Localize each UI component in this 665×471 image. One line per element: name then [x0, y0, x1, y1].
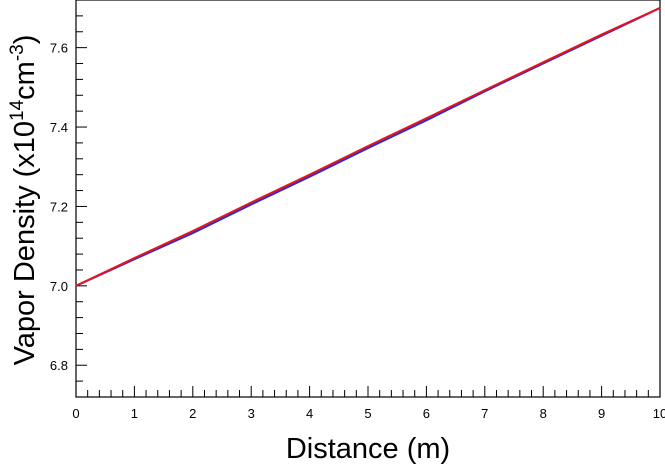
series-line-red [75, 7, 661, 287]
y-axis-title-exponent-1: 14 [7, 99, 28, 121]
x-tick-label: 9 [598, 406, 605, 421]
x-tick-label: 8 [540, 406, 547, 421]
x-tick-labels: 0 1 2 3 4 5 6 7 8 9 10 [72, 406, 665, 421]
x-tick-label: 10 [653, 406, 665, 421]
x-tick-label: 6 [423, 406, 430, 421]
series-layer [75, 7, 661, 287]
x-tick-label: 3 [248, 406, 255, 421]
y-axis-title-unit: cm [9, 61, 41, 100]
y-tick-label: 7.2 [50, 199, 68, 214]
x-tick-label: 5 [364, 406, 371, 421]
y-axis-title-prefix: Vapor Density (x10 [9, 121, 41, 365]
minor-ticks [75, 0, 661, 398]
x-tick-label: 4 [306, 406, 313, 421]
x-tick-label: 2 [189, 406, 196, 421]
plot-frame [75, 0, 661, 398]
x-tick-label: 1 [131, 406, 138, 421]
y-axis-title: Vapor Density (x1014cm-3) [7, 35, 41, 366]
y-tick-label: 7.6 [50, 41, 68, 56]
y-tick-label: 7.4 [50, 120, 68, 135]
x-tick-label: 7 [481, 406, 488, 421]
y-tick-labels: 6.8 7.0 7.2 7.4 7.6 [50, 41, 68, 374]
y-tick-label: 6.8 [50, 358, 68, 373]
y-axis-title-exponent-2: -3 [7, 44, 28, 61]
x-axis-title: Distance (m) [286, 433, 450, 465]
x-tick-label: 0 [72, 406, 79, 421]
series-line-blue [75, 7, 661, 287]
y-tick-label: 7.0 [50, 279, 68, 294]
y-axis-title-suffix: ) [9, 35, 41, 45]
